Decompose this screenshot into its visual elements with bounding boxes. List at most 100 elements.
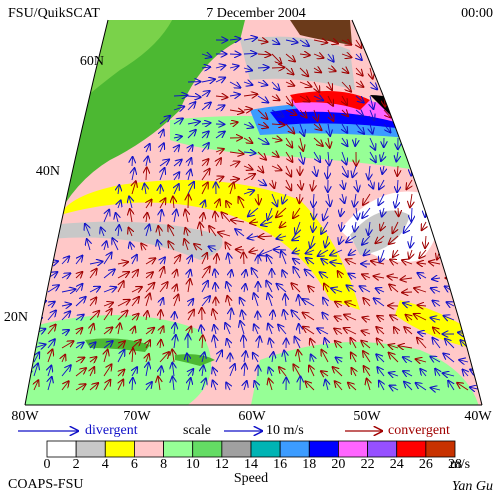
wind-arrow [299,82,312,87]
wind-arrow [168,241,174,251]
wind-arrow [257,54,271,55]
wind-arrow [426,109,429,119]
wind-arrow [432,338,441,349]
wind-arrow [141,243,146,250]
wind-arrow [146,167,147,181]
wind-arrow [228,253,230,265]
wind-arrow [299,193,300,203]
wind-arrow [325,338,328,349]
wind-arrow [254,293,258,307]
wind-arrow [370,137,375,150]
wind-arrow [173,136,182,138]
wind-arrow [377,367,385,377]
wind-arrow [417,273,427,278]
wind-arrow [342,193,345,203]
wind-arrow [321,371,329,376]
colorbar-box [338,440,368,458]
wind-arrow [313,151,320,162]
wind-arrow [305,269,315,279]
wind-arrow [395,193,398,208]
wind-arrow [132,255,137,265]
wind-arrow [131,340,141,349]
wind-arrow [448,235,455,248]
wind-arrow [354,221,356,232]
wind-arrow [410,193,412,207]
wind-arrow [132,181,136,195]
wind-arrow [244,284,245,293]
wind-arrow [271,166,282,170]
wind-arrow [279,367,287,377]
wind-arrow [229,94,240,96]
wind-arrow [243,124,253,127]
wind-arrow [117,310,128,321]
wind-arrow [243,190,254,194]
wind-arrow [146,293,150,307]
wind-arrow [173,160,182,166]
wind-arrow [285,82,294,86]
wind-arrow [416,359,427,362]
wind-arrow [89,383,98,391]
colorbar-box [221,440,252,458]
wind-arrow [390,315,399,320]
wind-arrow [355,123,364,134]
wind-arrow [291,310,301,321]
wind-arrow [227,339,230,349]
wind-arrow [454,39,457,48]
wind-arrow [342,123,347,133]
wind-arrow [20,353,25,362]
colorbar-tick: 10 [186,457,200,472]
wind-arrow [146,354,149,363]
wind-arrow [419,249,427,258]
colorbar-tick: 2 [73,457,80,472]
wind-arrow [414,314,427,321]
wind-arrow [242,310,244,321]
wind-arrow [244,351,246,363]
wind-arrow [417,305,427,306]
wind-arrow [317,328,329,335]
wind-arrow [188,369,193,377]
wind-arrow [328,193,330,206]
wind-arrow [160,185,161,195]
wind-arrow [160,198,165,209]
wind-arrow [468,109,470,119]
wind-arrow [231,220,245,222]
wind-arrow [293,267,301,279]
wind-arrow [215,96,227,97]
wind-arrow [201,102,211,111]
wind-arrow [202,378,206,391]
wind-arrow [117,272,129,279]
wind-arrow [229,122,238,124]
map-frame [24,19,483,406]
wind-arrow [187,310,194,321]
wind-arrow [285,123,294,133]
colorbar-box [367,440,398,458]
wind-arrow [103,302,113,306]
wind-arrow [258,166,263,173]
wind-arrow [299,109,307,118]
wind-arrow [473,344,482,348]
wind-arrow [202,335,203,349]
wind-arrow [240,321,244,335]
wind-arrow [146,382,152,391]
wind-arrow [474,278,482,280]
wind-arrow [174,335,176,349]
wind-arrow [323,207,328,220]
wind-arrow [112,238,119,251]
wind-arrow [90,357,97,362]
wind-arrow [314,165,317,176]
wind-arrow [243,138,252,143]
wind-arrow [257,95,268,103]
wind-arrow [364,366,371,377]
wind-arrow [293,364,301,377]
wind-arrow [341,165,348,177]
wind-arrow [346,285,357,293]
wind-arrow [272,352,273,363]
wind-arrow [374,298,385,307]
wind-arrow [201,123,211,124]
wind-arrow [285,137,292,148]
wind-arrow [33,318,42,320]
wind-arrow [414,288,427,292]
wind-arrow [215,269,216,279]
wind-arrow [103,327,112,335]
wind-arrow [229,179,239,180]
